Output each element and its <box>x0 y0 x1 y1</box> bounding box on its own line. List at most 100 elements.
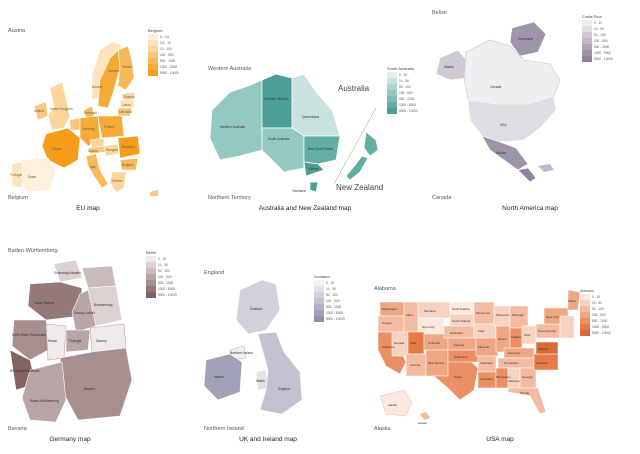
eu-region-italy <box>85 153 109 189</box>
legend-swatch <box>580 312 590 318</box>
legend-label: 1000 - 5000 <box>399 103 417 107</box>
legend-swatch <box>387 72 397 78</box>
na-region-central <box>517 167 537 183</box>
legend-row: 1000 - 5000 <box>387 102 418 108</box>
de-region-th <box>65 329 91 353</box>
legend-row: 500 - 1000 <box>146 280 177 286</box>
usa-corner-top: Alabama <box>374 286 396 292</box>
aus-divider-line <box>333 107 377 185</box>
svg-text:Wyoming: Wyoming <box>422 325 435 329</box>
svg-text:Florida: Florida <box>520 391 530 395</box>
svg-text:New Mexico: New Mexico <box>428 361 445 365</box>
legend-swatch <box>146 280 156 286</box>
legend-swatch <box>314 310 324 316</box>
svg-text:Tennessee: Tennessee <box>504 361 519 365</box>
usa-state-hi <box>420 412 430 420</box>
legend-row: 5000 - 10000 <box>148 70 179 76</box>
legend-label: 50 - 100 <box>326 293 338 297</box>
legend-row: 1000 - 5000 <box>582 50 613 56</box>
svg-text:South Australia: South Australia <box>268 137 290 141</box>
legend-label: 10 - 50 <box>594 27 604 31</box>
legend-label: 10 - 50 <box>326 287 336 291</box>
legend-row: 50 - 100 <box>146 268 177 274</box>
legend-swatch <box>387 108 397 114</box>
legend-row: 5000 - 10000 <box>314 316 345 322</box>
svg-text:Missouri: Missouri <box>478 345 490 349</box>
svg-text:Wales: Wales <box>256 379 265 383</box>
na-legend: Costa Rica 0 - 10 10 - 50 50 - 100 100 - 50… <box>582 14 613 62</box>
svg-text:Ireland: Ireland <box>34 109 44 113</box>
svg-text:Carolina: Carolina <box>536 361 548 365</box>
svg-text:Nebraska: Nebraska <box>450 331 463 335</box>
na-map[interactable]: Canada USA Mexico Alaska Greenland <box>420 0 640 200</box>
legend-swatch <box>582 26 592 32</box>
uk-corner-top: England <box>204 270 225 276</box>
svg-text:Greece: Greece <box>112 179 123 183</box>
usa-map[interactable]: Washington Oregon California Nevada Idaho Mo… <box>370 250 640 440</box>
legend-row: 10 - 50 <box>146 262 177 268</box>
svg-text:Finland: Finland <box>122 65 133 69</box>
legend-row: 5000 - 10000 <box>580 330 611 336</box>
legend-row: 5000 - 10000 <box>387 108 418 114</box>
legend-swatch <box>580 306 590 312</box>
legend-label: 0 - 10 <box>399 73 408 77</box>
usa-states <box>377 289 581 420</box>
svg-text:Poland: Poland <box>104 125 114 129</box>
uk-map-panel: England Scotland Northern Ireland Ireland … <box>200 240 370 454</box>
eu-corner-bottom: Belgium <box>8 195 28 201</box>
legend-row: 500 - 1000 <box>314 304 345 310</box>
legend-label: 50 - 100 <box>594 33 606 37</box>
usa-corner-bottom: Alaska <box>374 426 391 432</box>
svg-text:Nevada: Nevada <box>394 341 405 345</box>
usa-state-fl <box>507 387 547 415</box>
svg-text:Norway: Norway <box>92 85 103 89</box>
svg-text:Latvia: Latvia <box>122 103 131 107</box>
svg-text:Hawaii: Hawaii <box>418 421 427 425</box>
legend-label: 100 - 500 <box>158 275 172 279</box>
legend-swatch <box>314 298 324 304</box>
eu-region-spain <box>17 157 57 193</box>
na-map-panel: Belize Canada USA Mexico Alaska Greenland C… <box>420 0 640 225</box>
legend-label: 0 - 0.5 <box>160 35 170 39</box>
legend-swatch <box>387 84 397 90</box>
svg-text:Northern Territory: Northern Territory <box>264 97 289 101</box>
svg-text:USA: USA <box>500 123 507 127</box>
legend-swatch <box>146 274 156 280</box>
legend-row: 10 - 50 <box>580 300 611 306</box>
de-map[interactable]: Schleswig-Holstein Lower Saxony Brandenbur… <box>0 250 200 440</box>
eu-region-denmark <box>83 105 95 119</box>
svg-text:Louisiana: Louisiana <box>480 377 493 381</box>
eu-region-lithuania <box>117 107 133 117</box>
legend-swatch <box>582 32 592 38</box>
svg-text:Alabama: Alabama <box>508 379 520 383</box>
svg-text:Germany: Germany <box>82 127 96 131</box>
svg-text:Alaska: Alaska <box>388 403 397 407</box>
svg-text:Lithuania: Lithuania <box>119 110 132 114</box>
svg-text:Illinois: Illinois <box>498 337 507 341</box>
legend-row: 1000 - 5000 <box>146 286 177 292</box>
aus-legend-title: South Australia <box>387 66 414 71</box>
aus-region-nz-north <box>363 131 379 157</box>
legend-label: 5000 - 10000 <box>160 71 179 75</box>
svg-text:Scotland: Scotland <box>250 307 263 311</box>
uk-region-ireland <box>203 353 243 401</box>
svg-text:Sweden: Sweden <box>108 69 120 73</box>
legend-label: 500 - 1000 <box>160 59 176 63</box>
na-region-mexico <box>481 135 529 171</box>
legend-row: 50 - 100 <box>582 32 613 38</box>
legend-label: 500 - 1000 <box>399 97 415 101</box>
svg-text:United Kingdom: United Kingdom <box>50 107 73 111</box>
legend-row: 10 - 50 <box>314 286 345 292</box>
eu-corner-top: Austria <box>8 28 26 34</box>
svg-text:Saxony: Saxony <box>96 339 107 343</box>
legend-label: 500 - 1000 <box>326 305 342 309</box>
legend-label: 10 - 100 <box>160 47 172 51</box>
de-corner-top: Baden-Württemberg <box>8 248 58 254</box>
legend-row: 0 - 10 <box>146 256 177 262</box>
svg-text:Tasmania: Tasmania <box>292 189 306 193</box>
de-legend-title: Berlin <box>146 250 157 255</box>
aus-map[interactable]: Western Australia Northern Territory Quee… <box>200 0 420 200</box>
legend-row: 500 - 1000 <box>148 58 179 64</box>
uk-map[interactable]: Scotland Northern Ireland Ireland Wales Eng… <box>200 250 370 440</box>
